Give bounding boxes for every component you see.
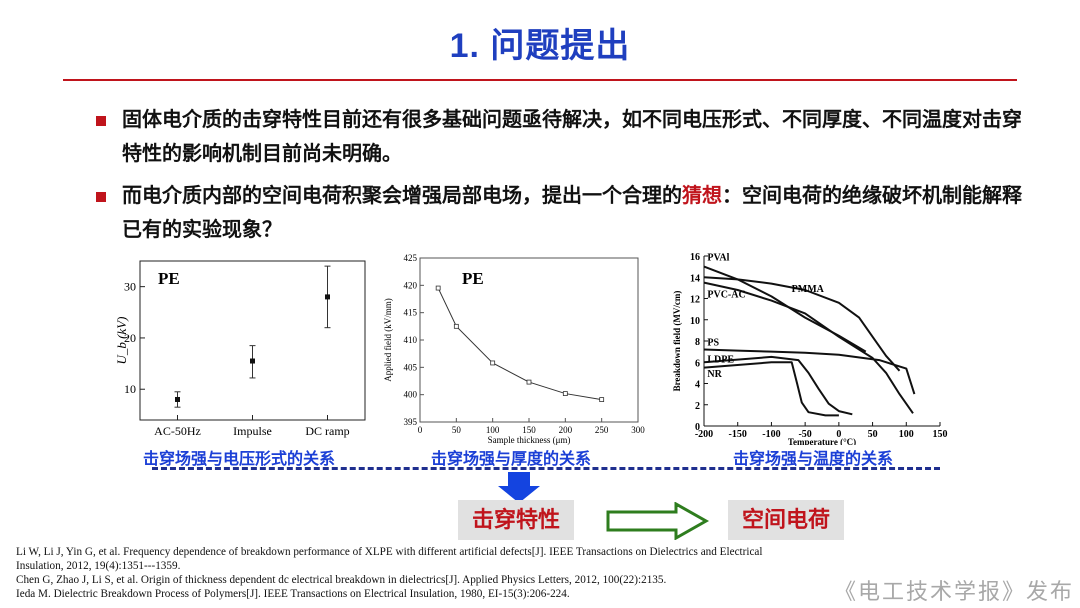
y-axis-label: Applied field (kV/mm) [383,298,393,381]
data-point [175,396,180,402]
x-tick-label: 100 [486,425,500,435]
y-tick-label: 400 [404,390,418,400]
bullet-square-icon [96,116,106,126]
y-tick-label: 395 [404,417,418,427]
x-tick-label: 0 [836,429,841,440]
legend-label: NR [707,369,722,380]
data-point [526,379,532,385]
x-axis-label: Sample thickness (μm) [488,435,571,445]
plot-frame [419,257,639,423]
bullet-2-text: 而电介质内部的空间电荷积聚会增强局部电场，提出一个合理的猜想：空间电荷的绝缘破坏… [122,185,1022,241]
y-tick-label: 6 [695,358,700,369]
y-tick-label: 20 [124,331,136,345]
data-point [453,323,459,329]
legend-label: PVAl [707,252,729,263]
x-tick-label: 0 [418,425,423,435]
y-tick-label: 10 [124,382,136,396]
chart-temperature: 0 2 4 6 8 10 12 14 16 -200 -150 -100 -50 0 50 100 150 PVA… [672,252,948,445]
highlight-guess: 猜想 [682,185,722,207]
y-tick-label: 10 [690,316,700,327]
x-tick-label: -200 [695,429,713,440]
x-tick-label: 100 [899,429,914,440]
y-tick-label: 12 [690,295,700,306]
y-tick-label: 30 [124,280,136,294]
bullet-2: 而电介质内部的空间电荷积聚会增强局部电场，提出一个合理的猜想：空间电荷的绝缘破坏… [96,179,1026,247]
slide-title: 1. 问题提出 [449,27,631,65]
y-axis-label: U_b (kV) [114,316,129,364]
y-tick-label: 4 [695,380,700,391]
x-tick-label: 150 [522,425,536,435]
caption-thickness: 击穿场强与厚度的关系 [431,451,592,468]
reference-line: Li W, Li J, Yin G, et al. Frequency depe… [16,546,763,558]
dashed-divider [152,467,940,470]
x-tick-label: DC ramp [305,424,349,438]
x-tick-label: 50 [868,429,878,440]
data-point [562,391,568,396]
data-point [599,397,605,402]
chart-title: PE [158,269,180,288]
chart-title: PE [462,269,484,288]
x-tick-label: AC-50Hz [154,424,201,438]
x-tick-label: -100 [762,429,780,440]
references: Li W, Li J, Yin G, et al. Frequency depe… [16,545,1076,601]
x-tick-label: 300 [631,425,645,435]
y-tick-label: 14 [690,273,700,284]
y-tick-label: 410 [404,335,418,345]
x-axis-label: Temperature (°C) [788,437,856,445]
y-tick-label: 420 [404,280,418,290]
bullet-1: 固体电介质的击穿特性目前还有很多基础问题亟待解决，如不同电压形式、不同厚度、不同… [96,103,1026,171]
series-line [703,361,839,417]
y-tick-label: 0 [695,422,700,433]
series-line [437,287,602,401]
x-tick-label: -50 [798,429,811,440]
x-tick-label: 150 [933,429,948,440]
bullet-1-text: 固体电介质的击穿特性目前还有很多基础问题亟待解决，如不同电压形式、不同厚度、不同… [122,109,1022,165]
y-axis-label: Breakdown field (MV/cm) [672,291,682,392]
watermark: 《电工技术学报》发布 [833,579,1074,604]
legend-label: PS [707,337,719,348]
x-tick-label: Impulse [233,424,272,438]
y-tick-label: 405 [404,362,418,372]
x-tick-label: -150 [729,429,747,440]
y-tick-label: 2 [695,401,700,412]
data-point [435,285,441,291]
legend-label: PMMA [792,284,825,295]
x-tick-label: 250 [595,425,609,435]
legend-label: PVC-AC [707,289,745,300]
y-tick-label: 16 [690,252,700,263]
legend-label: LDPE [707,354,734,365]
caption-voltage: 击穿场强与电压形式的关系 [143,451,336,468]
series-line [703,348,916,395]
y-tick-label: 8 [695,337,700,348]
reference-line: Chen G, Zhao J, Li S, et al. Origin of t… [16,574,667,586]
caption-temperature: 击穿场强与温度的关系 [733,451,894,468]
series-line [703,281,914,414]
title-divider [63,79,1017,81]
x-tick-label: 50 [452,425,462,435]
y-tick-label: 415 [404,308,418,318]
data-point [250,358,255,364]
bullet-square-icon [96,192,106,202]
data-point [490,360,496,366]
series-line [703,276,901,372]
chart-voltage-form: 10 20 30 AC-50Hz Impulse DC ramp PE U_b (kV) [114,260,366,438]
reference-line: Ieda M. Dielectric Breakdown Process of … [16,588,570,600]
series-line [703,355,853,416]
down-arrow-icon [498,472,540,503]
reference-line: Insulation, 2012, 19(4):1351---1359. [16,560,181,572]
box-space-charge: 空间电荷 [728,500,844,540]
box-breakdown-characteristics: 击穿特性 [458,500,574,540]
data-point [325,294,330,300]
x-tick-label: 200 [559,425,573,435]
y-tick-label: 425 [404,253,418,263]
right-arrow-icon [606,502,710,540]
chart-thickness: 395 400 405 410 415 420 425 0 50 100 150 200 250 300 P… [383,253,645,445]
